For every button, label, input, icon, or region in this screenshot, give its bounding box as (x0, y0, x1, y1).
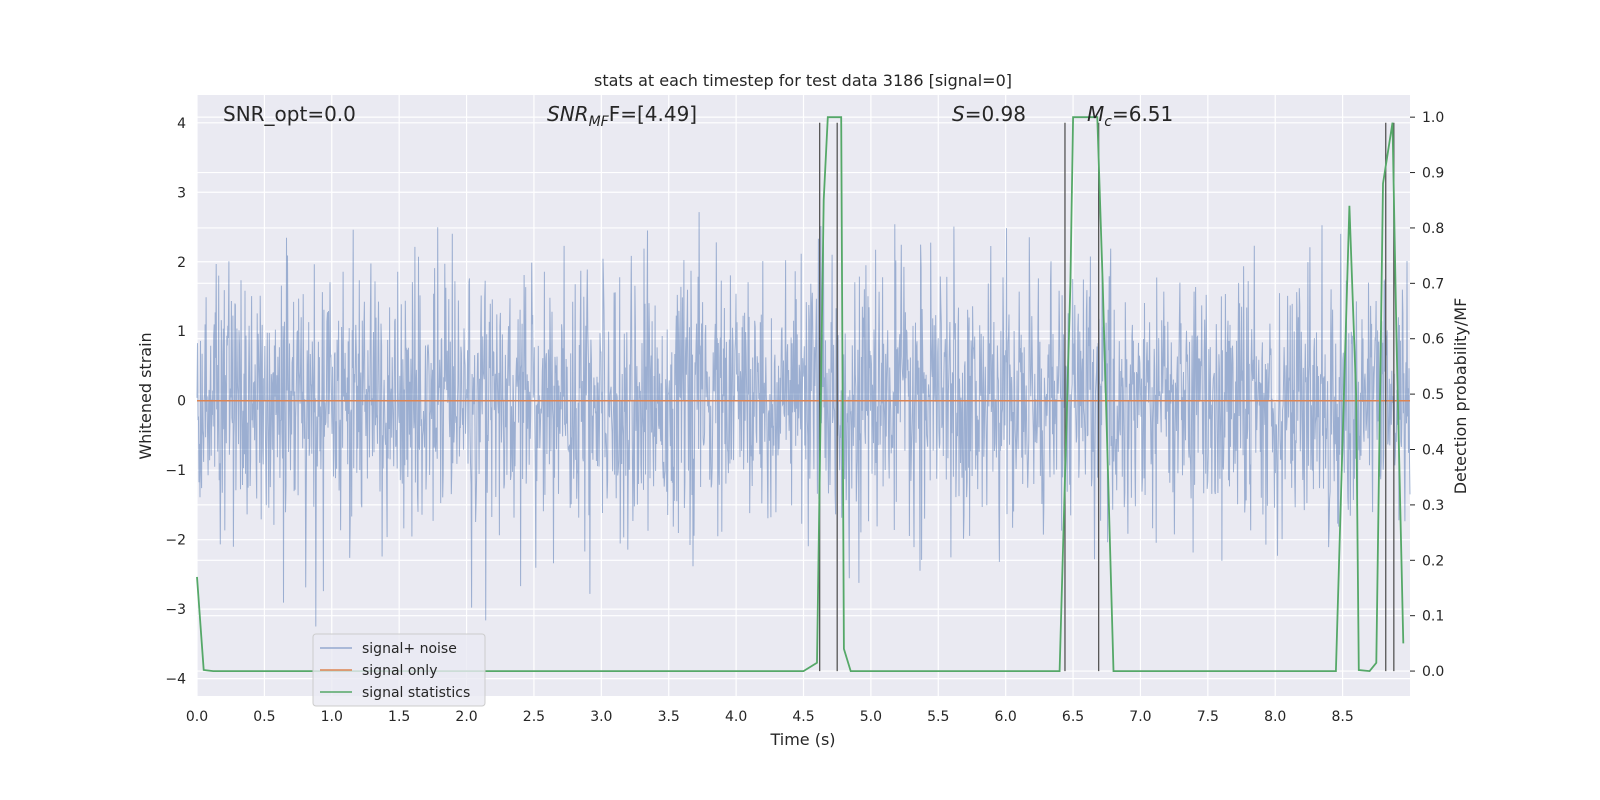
annotation-mc: Mc=6.51 (1087, 102, 1173, 130)
x-tick-label: 6.0 (995, 709, 1017, 725)
x-tick-label: 4.5 (792, 709, 814, 725)
x-tick-label: 3.0 (590, 709, 612, 725)
y2-tick-label: 0.9 (1422, 166, 1444, 182)
signal-statistics-line (196, 116, 1405, 673)
x-tick-label: 1.0 (321, 709, 343, 725)
x-tick-label: 3.5 (658, 709, 680, 725)
legend-label-signal-statistics: signal statistics (362, 685, 470, 701)
series-signal-noise (196, 212, 1411, 627)
y-tick-label: 4 (177, 116, 186, 132)
x-tick-label: 4.0 (725, 709, 747, 725)
y2-tick-label: 0.5 (1422, 387, 1444, 403)
annotation-snr-mf-sub: MF (589, 114, 610, 130)
x-tick-label: 0.0 (186, 709, 208, 725)
y2-tick-label: 0.2 (1422, 553, 1444, 569)
y-tick-label: 1 (177, 324, 186, 340)
x-tick-label: 8.5 (1331, 709, 1353, 725)
annotation-mc-main: M (1087, 102, 1104, 126)
legend-box (312, 633, 486, 707)
y2-tick-label: 0.0 (1422, 664, 1444, 680)
y2-tick-label: 0.8 (1422, 221, 1444, 237)
legend-label-signal-only: signal only (362, 663, 437, 679)
legend-label-signal-noise: signal+ noise (362, 641, 457, 657)
y-tick-label: −3 (165, 602, 186, 618)
y2-tick-label: 0.4 (1422, 443, 1444, 459)
y-axis-label: Whitened strain (136, 332, 155, 459)
annotation-mc-sub: c (1104, 114, 1112, 130)
x-tick-label: 0.5 (253, 709, 275, 725)
x-axis-label: Time (s) (769, 730, 835, 749)
y-tick-label: 2 (177, 255, 186, 271)
annotation-snr-mf-main: SNR (547, 102, 589, 126)
annotation-s-main: S (952, 102, 965, 126)
annotation-snr-mf: SNRMFF=[4.49] (547, 102, 697, 130)
x-tick-label: 7.0 (1129, 709, 1151, 725)
annotation-s-rest: =0.98 (965, 102, 1026, 126)
chart-title: stats at each timestep for test data 318… (594, 71, 1012, 90)
x-tick-label: 1.5 (388, 709, 410, 725)
series-signal-statistics (196, 116, 1405, 673)
annotation-snr-mf-rest: F=[4.49] (609, 102, 697, 126)
y2-tick-label: 1.0 (1422, 110, 1444, 126)
y2-axis-ticks: 1.0 0.9 0.8 0.7 0.6 0.5 0.4 0.3 0.2 0.1 0.0 (1410, 110, 1444, 680)
annotation-s: S=0.98 (952, 102, 1026, 126)
y-tick-label: 3 (177, 185, 186, 201)
signal-noise-trace (196, 212, 1411, 627)
x-tick-label: 5.0 (860, 709, 882, 725)
y2-tick-label: 0.6 (1422, 332, 1444, 348)
gridlines (196, 95, 1410, 696)
y2-axis-label: Detection probability/MF (1451, 298, 1470, 495)
y-axis-ticks: 4 3 2 1 0 −1 −2 −3 −4 (165, 116, 186, 688)
x-tick-label: 8.0 (1264, 709, 1286, 725)
annotation-snr-opt: SNR_opt=0.0 (223, 102, 356, 126)
y2-tick-label: 0.3 (1422, 498, 1444, 514)
y-tick-label: −1 (165, 463, 186, 479)
x-axis-ticks: 0.0 0.5 1.0 1.5 2.0 2.5 3.0 3.5 4.0 4.5 5.0 5.5 6.0 6… (186, 709, 1354, 725)
x-tick-label: 5.5 (927, 709, 949, 725)
x-tick-label: 6.5 (1062, 709, 1084, 725)
x-tick-label: 2.5 (523, 709, 545, 725)
y-tick-label: 0 (177, 394, 186, 410)
y-tick-label: −2 (165, 533, 186, 549)
y-tick-label: −4 (165, 672, 186, 688)
annotation-mc-rest: =6.51 (1112, 102, 1173, 126)
x-tick-label: 7.5 (1197, 709, 1219, 725)
y2-tick-label: 0.7 (1422, 276, 1444, 292)
legend: signal+ noise signal only signal statist… (312, 633, 486, 707)
x-tick-label: 2.0 (455, 709, 477, 725)
y2-tick-label: 0.1 (1422, 609, 1444, 625)
